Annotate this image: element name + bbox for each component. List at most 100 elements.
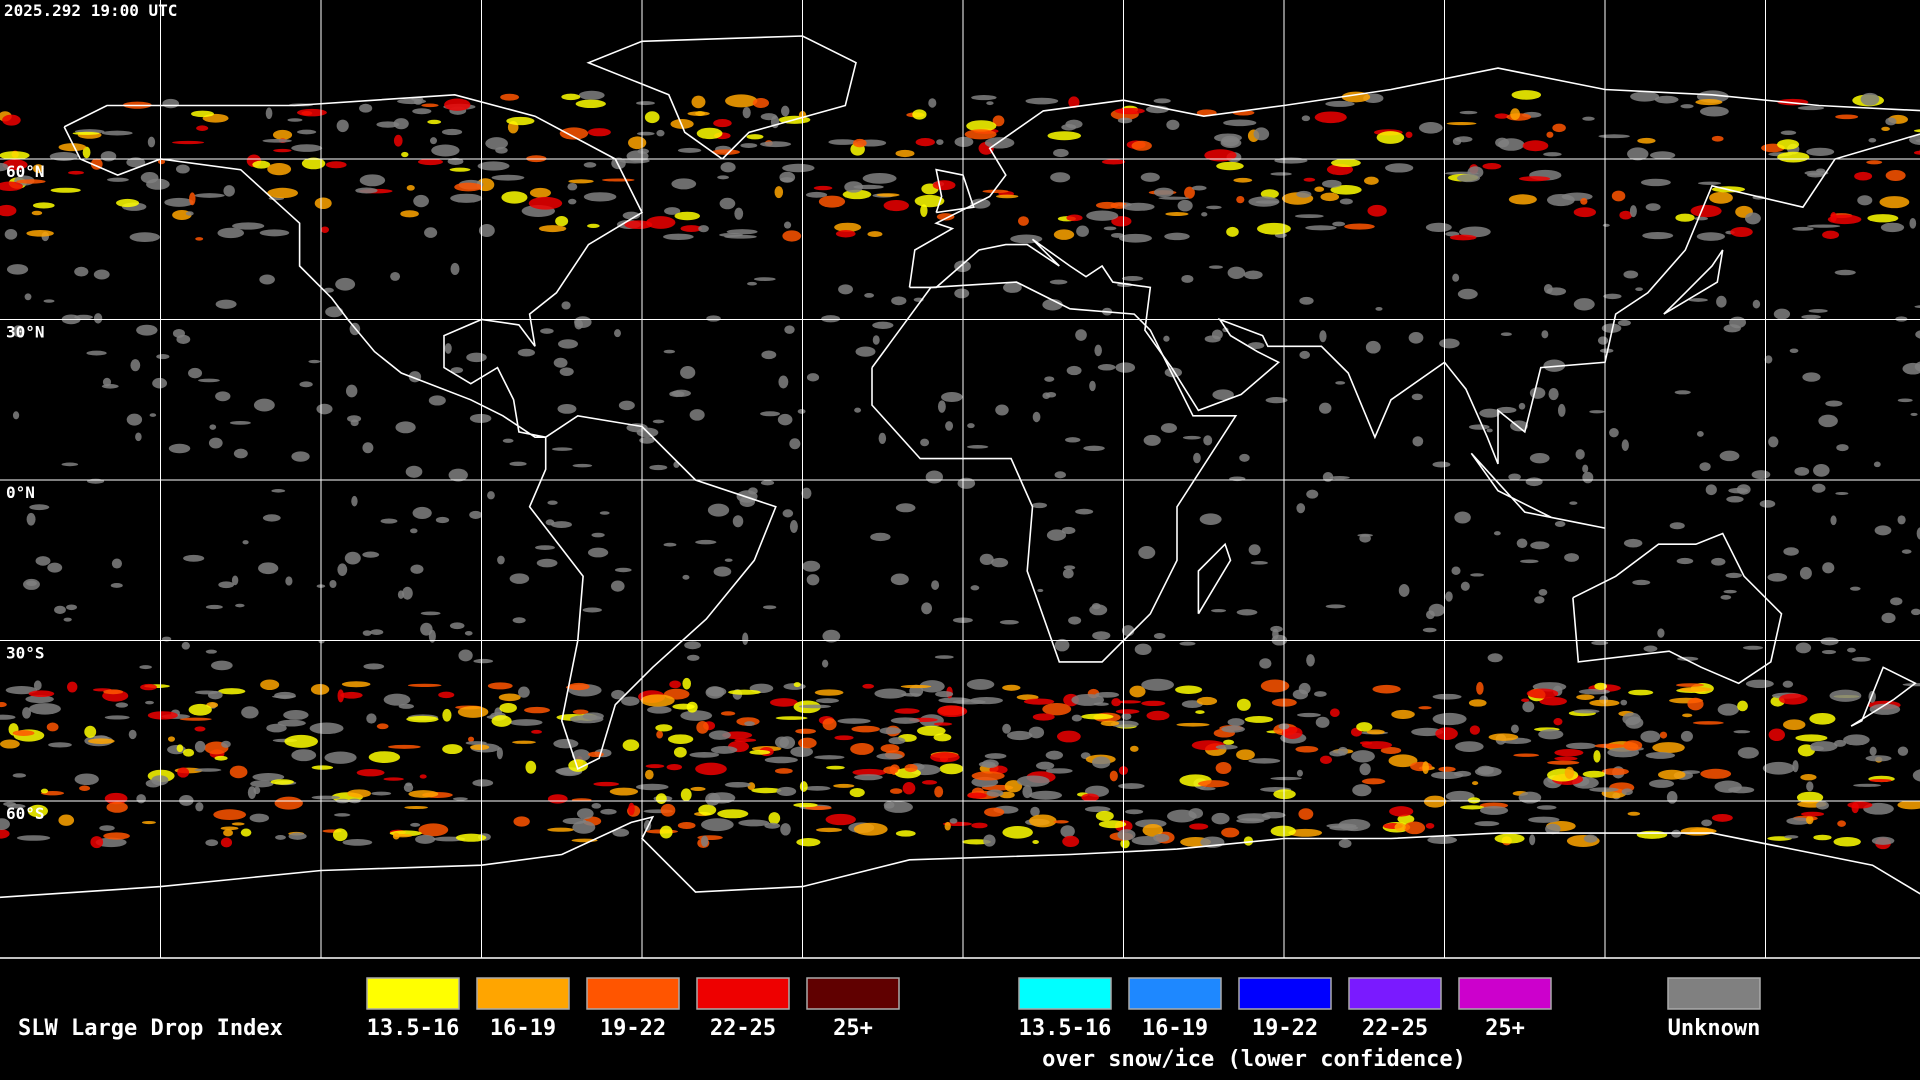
cloud-patch	[828, 139, 857, 145]
cloud-patch	[826, 765, 845, 770]
cloud-patch	[1211, 608, 1227, 613]
cloud-patch	[749, 749, 771, 755]
coastline	[871, 281, 1238, 663]
cloud-patch	[1380, 747, 1402, 754]
cloud-patch	[43, 299, 55, 303]
cloud-patch	[574, 316, 592, 328]
cloud-patch	[249, 813, 270, 823]
cloud-patch	[1098, 820, 1127, 829]
cloud-patch	[1389, 806, 1414, 817]
cloud-patch	[1879, 196, 1910, 209]
cloud-patch	[267, 187, 299, 199]
cloud-patch	[435, 516, 450, 524]
cloud-patch	[79, 785, 91, 791]
cloud-patch	[664, 207, 681, 215]
cloud-patch	[1457, 288, 1478, 300]
cloud-patch	[732, 515, 744, 528]
cloud-patch	[744, 721, 755, 727]
cloud-patch	[1114, 107, 1145, 115]
cloud-patch	[1477, 765, 1494, 775]
cloud-patch	[1796, 791, 1824, 804]
cloud-patch	[115, 702, 129, 708]
cloud-patch	[1177, 199, 1193, 212]
cloud-patch	[992, 115, 1005, 127]
cloud-patch	[179, 717, 212, 721]
legend-swatch	[696, 977, 790, 1010]
cloud-patch	[0, 204, 17, 217]
cloud-patch	[266, 723, 287, 733]
cloud-patch	[1075, 508, 1094, 515]
cloud-patch	[701, 818, 734, 832]
cloud-patch	[1432, 712, 1467, 726]
cloud-patch	[487, 682, 513, 690]
cloud-patch	[966, 120, 997, 132]
cloud-patch	[1745, 679, 1774, 689]
cloud-patch	[852, 768, 887, 776]
cloud-patch	[1303, 177, 1316, 182]
cloud-patch	[464, 630, 473, 636]
cloud-patch	[24, 293, 32, 301]
cloud-patch	[1709, 191, 1733, 204]
cloud-patch	[682, 677, 691, 690]
cloud-patch	[259, 274, 275, 285]
cloud-patch	[711, 149, 740, 155]
cloud-patch	[1801, 811, 1825, 817]
cloud-patch	[1118, 700, 1142, 704]
cloud-patch	[110, 583, 123, 588]
cloud-patch	[568, 179, 594, 184]
cloud-patch	[888, 737, 906, 745]
cloud-patch	[1047, 131, 1082, 141]
cloud-patch	[164, 197, 194, 207]
cloud-patch	[904, 764, 918, 773]
cloud-patch	[1066, 214, 1083, 222]
cloud-patch	[680, 710, 713, 721]
cloud-patch	[1472, 781, 1479, 786]
cloud-patch	[790, 746, 814, 758]
cloud-patch	[380, 518, 398, 524]
cloud-patch	[1807, 224, 1841, 228]
cloud-patch	[355, 187, 378, 194]
cloud-patch	[705, 686, 725, 699]
cloud-patch	[1488, 733, 1519, 741]
cloud-patch	[1495, 137, 1510, 148]
cloud-patch	[687, 111, 710, 116]
cloud-patch	[557, 403, 577, 414]
cloud-patch	[1129, 685, 1146, 698]
cloud-patch	[1117, 829, 1136, 841]
cloud-patch	[728, 689, 761, 695]
timestamp: 2025.292 19:00 UTC	[4, 1, 177, 20]
cloud-patch	[1795, 642, 1812, 654]
cloud-patch	[705, 792, 721, 806]
cloud-patch	[167, 736, 176, 742]
cloud-patch	[591, 532, 605, 538]
cloud-patch	[1094, 344, 1102, 357]
cloud-patch	[408, 790, 439, 798]
cloud-patch	[1153, 98, 1171, 104]
cloud-patch	[512, 617, 526, 624]
cloud-patch	[419, 774, 427, 779]
cloud-patch	[402, 586, 413, 600]
cloud-patch	[32, 164, 44, 174]
cloud-patch	[0, 828, 10, 839]
cloud-patch	[1699, 106, 1729, 117]
cloud-patch	[984, 753, 1007, 759]
cloud-patch	[1182, 435, 1201, 440]
cloud-patch	[776, 786, 797, 797]
cloud-patch	[87, 738, 115, 744]
cloud-patch	[393, 118, 409, 130]
cloud-patch	[719, 197, 736, 210]
unknown-swatch-label: Unknown	[1668, 1016, 1761, 1041]
cloud-patch	[835, 230, 856, 238]
cloud-patch	[933, 722, 953, 726]
cloud-patch	[1822, 230, 1840, 240]
cloud-patch	[1455, 741, 1484, 753]
cloud-patch	[1794, 466, 1810, 476]
cloud-patch	[0, 162, 9, 172]
cloud-patch	[1003, 282, 1022, 293]
cloud-patch	[1002, 684, 1021, 691]
cloud-patch	[806, 574, 820, 586]
cloud-patch	[33, 680, 42, 691]
cloud-patch	[1836, 444, 1849, 452]
cloud-patch	[179, 795, 194, 806]
cloud-patch	[862, 683, 875, 689]
